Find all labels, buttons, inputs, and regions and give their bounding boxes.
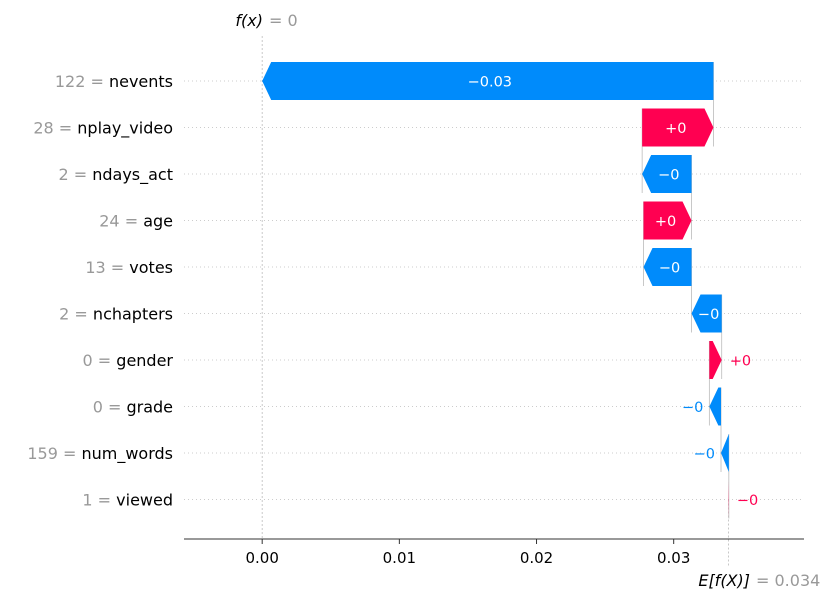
bar-value-label: −0.03 bbox=[468, 75, 512, 91]
feature-name: nchapters bbox=[93, 305, 173, 324]
feature-value: 2 = bbox=[59, 305, 93, 324]
bar-votes bbox=[643, 248, 692, 286]
row-gridlines bbox=[184, 80, 804, 500]
bar-nevents bbox=[262, 62, 714, 100]
feature-value: 122 = bbox=[55, 72, 109, 91]
feature-value: 24 = bbox=[99, 212, 143, 231]
bar-gender bbox=[709, 341, 722, 379]
feature-label-ndays_act: 2 = ndays_act bbox=[58, 165, 173, 185]
feature-name: grade bbox=[126, 398, 173, 417]
bar-value-label: −0 bbox=[694, 447, 715, 463]
feature-name: gender bbox=[116, 351, 173, 370]
feature-name: nevents bbox=[109, 72, 173, 91]
x-tick-label: 0.03 bbox=[657, 549, 690, 567]
feature-label-nchapters: 2 = nchapters bbox=[59, 305, 173, 324]
bar-value-label: +0 bbox=[730, 354, 751, 370]
bar-nplay_video bbox=[642, 108, 714, 147]
feature-value: 0 = bbox=[93, 398, 127, 417]
bar-value-label: −0 bbox=[659, 261, 680, 277]
feature-name: viewed bbox=[116, 491, 173, 510]
fx-value: = 0 bbox=[269, 11, 298, 30]
x-tick-label: 0.02 bbox=[520, 549, 553, 567]
ex-value: = 0.034 bbox=[756, 571, 820, 590]
bar-age bbox=[643, 201, 692, 240]
feature-label-num_words: 159 = num_words bbox=[27, 444, 173, 464]
feature-name: nplay_video bbox=[77, 119, 173, 139]
feature-label-nevents: 122 = nevents bbox=[55, 72, 173, 91]
feature-value: 2 = bbox=[58, 165, 92, 184]
feature-name: ndays_act bbox=[92, 165, 173, 185]
feature-labels: −0.03 122 = nevents +0 28 = nplay_video −0 2 … bbox=[27, 72, 758, 510]
bar-value-label: +0 bbox=[665, 121, 686, 137]
feature-label-age: 24 = age bbox=[99, 212, 173, 231]
feature-value: 13 = bbox=[85, 258, 129, 277]
feature-label-viewed: 1 = viewed bbox=[82, 491, 173, 510]
feature-name: votes bbox=[129, 258, 173, 277]
bar-grade bbox=[709, 387, 722, 426]
feature-name: age bbox=[143, 212, 173, 231]
bar-ndays_act bbox=[642, 155, 692, 193]
x-tick-label: 0.00 bbox=[245, 549, 278, 567]
x-axis: 0.00 0.01 0.02 0.03 bbox=[184, 538, 804, 567]
bar-value-label: −0 bbox=[698, 307, 719, 323]
ex-label: E[f(X)] bbox=[698, 571, 750, 590]
feature-value: 0 = bbox=[83, 351, 117, 370]
bars bbox=[262, 62, 729, 519]
feature-value: 28 = bbox=[33, 119, 77, 138]
bar-value-label: −0 bbox=[682, 400, 703, 416]
feature-value: 159 = bbox=[27, 444, 81, 463]
feature-label-votes: 13 = votes bbox=[85, 258, 173, 277]
feature-name: num_words bbox=[81, 444, 173, 464]
feature-label-grade: 0 = grade bbox=[93, 398, 173, 417]
bar-nchapters bbox=[691, 294, 722, 333]
x-tick-label: 0.01 bbox=[383, 549, 416, 567]
bar-num_words bbox=[721, 434, 729, 472]
feature-label-nplay_video: 28 = nplay_video bbox=[33, 119, 173, 139]
fx-label: f(x) bbox=[235, 11, 263, 30]
feature-value: 1 = bbox=[82, 491, 116, 510]
bar-value-label: +0 bbox=[655, 214, 676, 230]
feature-label-gender: 0 = gender bbox=[83, 351, 174, 370]
bar-value-label: −0 bbox=[658, 168, 679, 184]
bar-value-label: −0 bbox=[737, 493, 758, 509]
